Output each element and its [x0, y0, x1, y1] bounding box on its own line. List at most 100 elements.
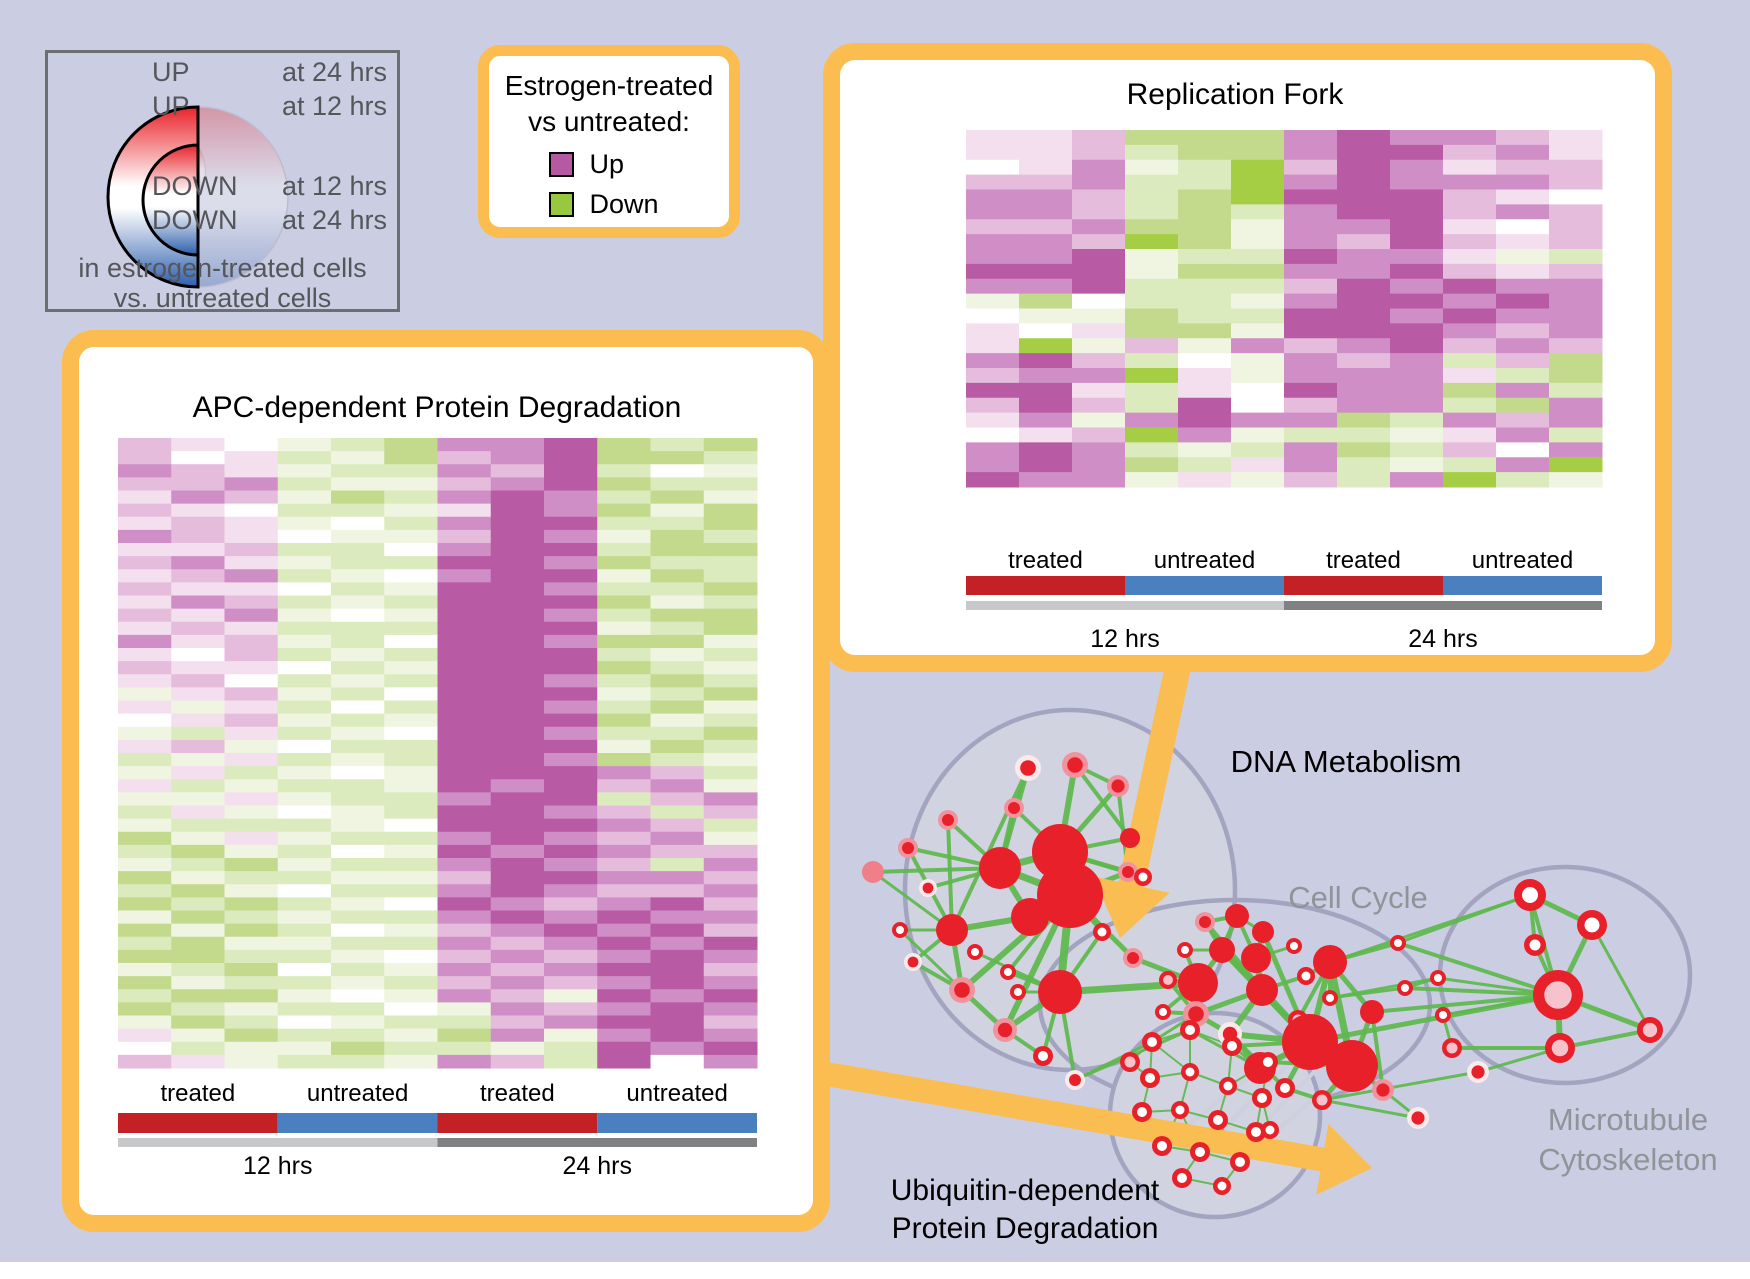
network-node-9 — [979, 847, 1021, 889]
network-node-70 — [1252, 1088, 1272, 1108]
network-node-1 — [1062, 752, 1088, 778]
legend-item-up: Up — [489, 149, 729, 180]
ring-row-time-2: at 12 hrs — [281, 171, 387, 201]
network-node-79 — [1213, 1177, 1231, 1195]
network-node-39 — [1155, 1004, 1171, 1020]
network-node-37 — [1313, 945, 1347, 979]
network-node-65 — [1222, 1036, 1242, 1056]
network-node-30 — [1177, 942, 1193, 958]
ring-row-time-3: at 24 hrs — [281, 205, 387, 235]
arrow-apc-to-ubiquitin — [742, 1048, 1372, 1195]
arrow-repfork-to-dna — [1093, 645, 1195, 938]
down-color-swatch — [548, 192, 574, 217]
apc-panel-title: APC-dependent Protein Degradation — [192, 391, 682, 424]
network-node-24 — [1065, 1070, 1085, 1090]
network-node-20 — [1134, 868, 1152, 886]
network-node-29 — [1252, 921, 1274, 943]
network-node-81 — [1261, 1121, 1279, 1139]
network-node-12 — [936, 914, 968, 946]
network-node-63 — [1142, 1032, 1162, 1052]
network-node-47 — [1312, 1090, 1332, 1110]
network-node-78 — [1172, 1168, 1192, 1188]
network-node-71 — [1132, 1102, 1152, 1122]
network-node-28 — [1225, 904, 1249, 928]
ring-row-time-1: at 12 hrs — [281, 91, 387, 121]
network-node-34 — [1159, 971, 1177, 989]
ring-row-time-0: at 24 hrs — [281, 57, 387, 87]
network-node-17 — [1120, 828, 1140, 848]
network-node-62 — [1467, 1061, 1489, 1083]
network-node-75 — [1152, 1136, 1172, 1156]
network-node-74 — [1246, 1122, 1266, 1142]
ring-legend-box: UP at 24 hrs UP at 12 hrs DOWN at 12 hrs… — [45, 50, 400, 313]
network-node-4 — [938, 810, 958, 830]
network-node-10 — [1037, 862, 1103, 928]
network-node-38 — [1297, 967, 1315, 985]
down-label: Down — [589, 189, 659, 219]
network-node-43 — [1282, 1014, 1338, 1070]
network-node-25 — [1038, 970, 1082, 1014]
network-node-44 — [1326, 1040, 1378, 1092]
microtubule-label-line2: Cytoskeleton — [1538, 1142, 1717, 1177]
up-color-swatch — [548, 152, 574, 177]
network-node-19 — [1093, 923, 1111, 941]
ubiquitin-label-line1: Ubiquitin-dependent — [891, 1174, 1160, 1207]
network-node-26 — [1178, 963, 1218, 1003]
inner-ring-left-half — [141, 143, 200, 257]
network-node-56 — [1533, 970, 1583, 1020]
network-node-68 — [1181, 1063, 1199, 1081]
network-node-73 — [1208, 1110, 1228, 1130]
network-node-60 — [1435, 1007, 1451, 1023]
network-node-32 — [1241, 943, 1271, 973]
network-node-48 — [1360, 1000, 1384, 1024]
network-node-3 — [1004, 798, 1024, 818]
dna-metabolism-label: DNA Metabolism — [1231, 744, 1462, 779]
network-node-57 — [1545, 1033, 1575, 1063]
ring-caption-line1: in estrogen-treated cells — [78, 253, 367, 283]
bottom-margin-strip — [0, 1262, 1750, 1279]
network-node-59 — [1430, 970, 1446, 986]
network-node-52 — [1407, 1107, 1429, 1129]
network-node-53 — [1514, 879, 1546, 911]
network-node-55 — [1524, 934, 1546, 956]
network-node-80 — [1120, 1052, 1140, 1072]
network-node-51 — [1372, 1079, 1394, 1101]
comparison-legend-title: Estrogen-treated vs untreated: — [489, 68, 729, 140]
network-node-13 — [892, 922, 908, 938]
ubiquitin-label-line2: Protein Degradation — [892, 1212, 1159, 1245]
ring-row-dir-3: DOWN — [152, 205, 238, 235]
network-node-50 — [1397, 980, 1413, 996]
network-node-23 — [1033, 1046, 1053, 1066]
replication-fork-panel-title: Replication Fork — [1126, 78, 1344, 111]
network-node-61 — [1442, 1038, 1462, 1058]
network-node-72 — [1171, 1101, 1189, 1119]
network-node-31 — [1209, 937, 1235, 963]
network-node-83 — [1010, 984, 1026, 1000]
network-node-0 — [1015, 755, 1041, 781]
network-node-42 — [1322, 990, 1338, 1006]
network-node-76 — [1190, 1142, 1210, 1162]
network-node-27 — [1195, 912, 1215, 932]
replication-fork-panel — [823, 43, 1672, 672]
comparison-title-line2: vs untreated: — [528, 106, 690, 137]
network-node-15 — [949, 977, 975, 1003]
network-node-67 — [1140, 1068, 1160, 1088]
ring-legend-caption: in estrogen-treated cells vs. untreated … — [48, 253, 397, 313]
network-node-66 — [1258, 1052, 1278, 1072]
network-node-77 — [1230, 1152, 1250, 1172]
network-node-5 — [898, 838, 918, 858]
network-node-22 — [993, 1018, 1017, 1042]
network-node-69 — [1219, 1077, 1237, 1095]
network-node-11 — [1011, 898, 1049, 936]
network-node-58 — [1637, 1017, 1663, 1043]
legend-item-down: Down — [489, 189, 729, 220]
microtubule-label-line1: Microtubule — [1548, 1102, 1708, 1137]
comparison-title-line1: Estrogen-treated — [504, 70, 714, 101]
network-node-21 — [1123, 948, 1143, 968]
ring-right-half — [197, 106, 289, 288]
network-node-18 — [1118, 862, 1138, 882]
network-node-36 — [1246, 974, 1278, 1006]
network-node-64 — [1180, 1020, 1200, 1040]
up-label: Up — [589, 149, 625, 179]
